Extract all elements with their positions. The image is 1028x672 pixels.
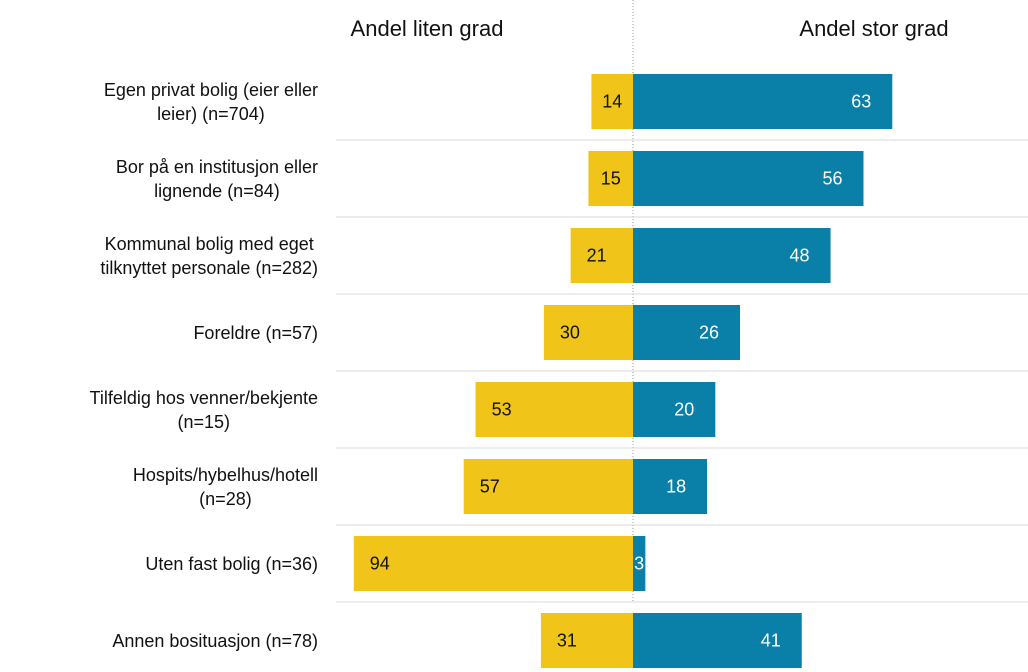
value-label: 94 [370,553,390,573]
value-label: 14 [602,91,622,111]
bar [591,74,633,129]
value-label: 57 [480,476,500,496]
category-label: Bor på en institusjon eller lignende (n=… [0,155,318,203]
bar [570,228,633,283]
category-label: Annen bosituasjon (n=78) [0,629,318,653]
category-text: Bor på en institusjon eller lignende (n=… [115,156,318,201]
bar [633,305,741,360]
bar [543,305,633,360]
bar [633,459,708,514]
value-label: 41 [761,630,781,650]
bar [353,536,633,591]
value-label: 63 [851,91,871,111]
value-label: 31 [557,630,577,650]
bar [633,382,716,437]
category-text: Annen bosituasjon (n=78) [112,630,318,651]
category-label: Egen privat bolig (eier eller leier) (n=… [0,78,318,126]
value-label: 18 [666,476,686,496]
category-label: Tilfeldig hos venner/bekjente (n=15) [0,386,318,434]
value-label: 56 [822,168,842,188]
category-label: Foreldre (n=57) [0,321,318,345]
category-text: Tilfeldig hos venner/bekjente (n=15) [89,387,318,432]
bar [633,536,646,591]
category-label: Hospits/hybelhus/hotell (n=28) [0,463,318,511]
value-label: 30 [560,322,580,342]
value-label: 20 [674,399,694,419]
value-label: 26 [699,322,719,342]
bar [475,382,633,437]
legend-label: Andel liten grad [350,16,504,41]
value-label: 21 [587,245,607,265]
value-label: 15 [601,168,621,188]
bar [633,151,864,206]
category-text: Hospits/hybelhus/hotell (n=28) [132,464,318,509]
category-label: Uten fast bolig (n=36) [0,552,318,576]
legend-label: Andel stor grad [799,16,949,41]
bar [633,228,831,283]
bar [588,151,633,206]
category-text: Uten fast bolig (n=36) [145,553,318,574]
bar [633,74,893,129]
category-text: Foreldre (n=57) [193,322,318,343]
category-text: Egen privat bolig (eier eller leier) (n=… [103,79,318,124]
bar [463,459,633,514]
category-label: Kommunal bolig med eget tilknyttet perso… [0,232,318,280]
bar [540,613,633,668]
category-text: Kommunal bolig med eget tilknyttet perso… [100,233,318,278]
value-label: 53 [492,399,512,419]
bar [633,613,802,668]
value-label: 48 [790,245,810,265]
value-label: 3 [634,553,644,573]
